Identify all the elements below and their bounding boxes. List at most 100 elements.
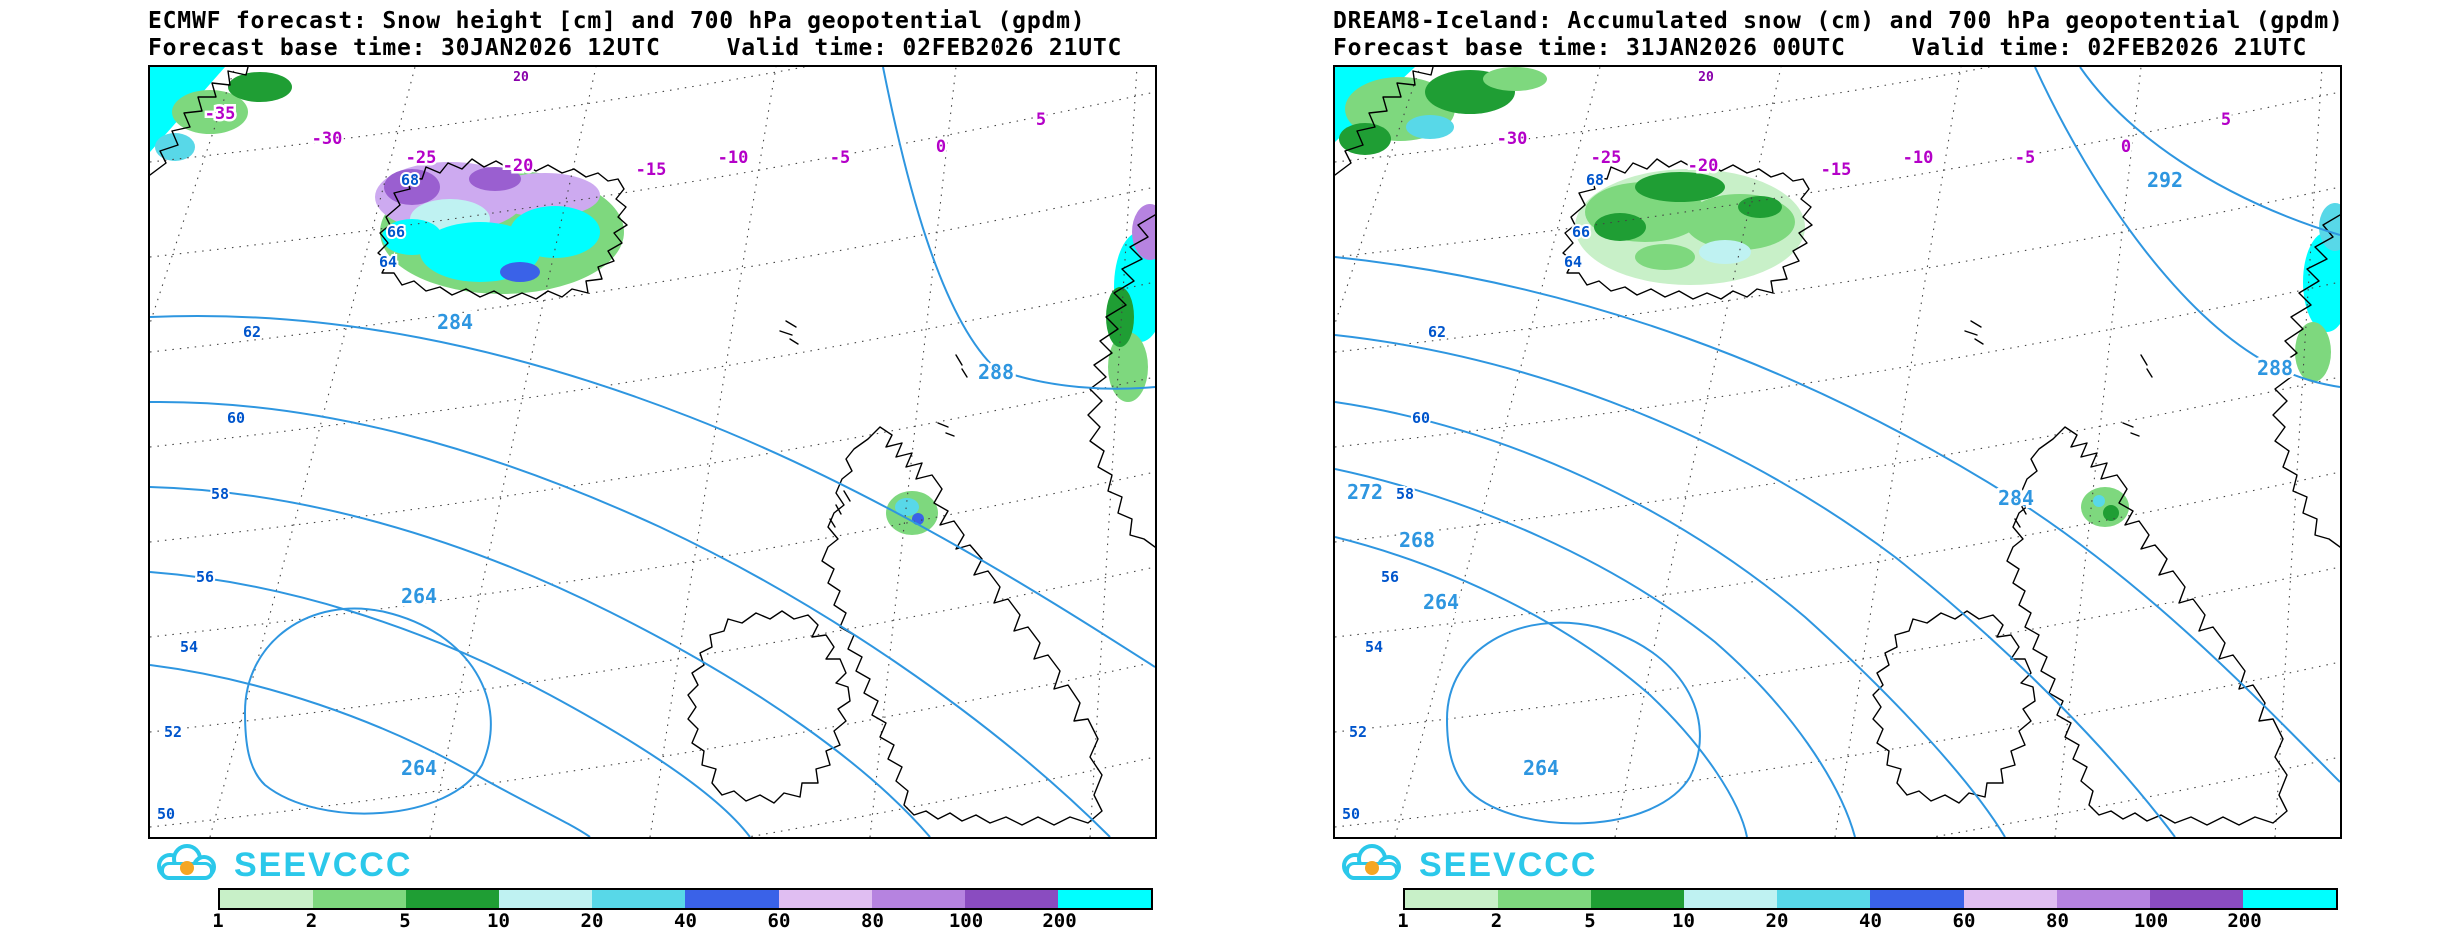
colorbar-tick: 10 — [487, 910, 510, 932]
map-labels: 284 288 264 264 -35 -30 -25 -20 -15 -10 -5 0 5 68 66 64… — [155, 70, 1049, 825]
latitude-label: 50 — [1342, 805, 1360, 823]
forecast-map-dream8: 292 288 284 272 268 264 264 -30 -25 -20 -15 -10 -5 0 5… — [1333, 65, 2342, 839]
colorbar-tick: 60 — [1952, 910, 1976, 932]
geopotential-contour-label: 264 — [401, 584, 437, 608]
longitude-label: 20 — [1698, 70, 1714, 85]
colorbar-tick: 2 — [1490, 910, 1503, 932]
colorbar-tick: 60 — [767, 910, 791, 932]
valid-time: Valid time: 02FEB2026 21UTC — [1911, 35, 2308, 61]
temperature-contour-label: -10 — [1903, 148, 1934, 168]
colorbar-tick: 20 — [580, 910, 604, 932]
colorbar-segment — [1405, 890, 1499, 908]
colorbar-tick: 40 — [1859, 910, 1882, 932]
colorbar-segment — [1498, 890, 1592, 908]
temperature-contour-label: -15 — [636, 160, 667, 180]
colorbar-segment — [778, 890, 872, 908]
seevccc-logo: SEEVCCC — [150, 844, 1157, 886]
colorbar-segment — [2149, 890, 2243, 908]
latitude-label: 56 — [196, 568, 214, 586]
latitude-label: 50 — [157, 805, 175, 823]
temperature-contour-label: -15 — [1821, 160, 1852, 180]
temperature-contour-label: -20 — [503, 156, 534, 176]
latitude-label: 52 — [1349, 723, 1367, 741]
colorbar-tick: 20 — [1765, 910, 1789, 932]
geopotential-contour-label: 272 — [1347, 480, 1383, 504]
geopotential-contour-label: 288 — [2257, 356, 2293, 380]
colorbar-segment — [313, 890, 407, 908]
snow-scale: 1 2 5 10 20 40 60 80 100 200 — [1397, 888, 2338, 932]
colorbar-tick: 1 — [1397, 910, 1409, 932]
geopotential-contour-label: 288 — [978, 360, 1014, 384]
latitude-label: 64 — [1564, 253, 1582, 271]
colorbar-segment — [685, 890, 779, 908]
colorbar-tick: 200 — [1042, 910, 1077, 932]
temperature-contour-label: 0 — [936, 137, 946, 157]
temperature-contour-label: 5 — [2221, 110, 2231, 130]
colorbar-segment — [871, 890, 965, 908]
geopotential-contour-label: 284 — [1998, 486, 2034, 510]
colorbar-segment — [1870, 890, 1964, 908]
colorbar-segment — [1057, 890, 1151, 908]
geopotential-contour-label: 292 — [2147, 168, 2183, 192]
temperature-contour-label: -5 — [830, 148, 850, 168]
seevccc-logo: SEEVCCC — [1335, 844, 2342, 886]
latitude-label: 58 — [1396, 485, 1414, 503]
colorbar-tick: 80 — [861, 910, 884, 932]
colorbar-segment — [964, 890, 1058, 908]
colorbar-tick: 1 — [212, 910, 224, 932]
colorbar-segment — [406, 890, 500, 908]
temperature-contour-label: 5 — [1036, 110, 1046, 130]
colorbar-segment — [2242, 890, 2336, 908]
seevccc-logo-text: SEEVCCC — [234, 845, 413, 884]
temperature-contour-label: -25 — [406, 148, 437, 168]
map-labels: 292 288 284 272 268 264 264 -30 -25 -20 -15 -10 -5 0 5… — [1340, 70, 2296, 825]
panel-title: DREAM8-Iceland: Accumulated snow (cm) an… — [1333, 8, 2344, 34]
colorbar-segment — [1684, 890, 1778, 908]
geopotential-contours — [1335, 67, 2340, 837]
valid-time: Valid time: 02FEB2026 21UTC — [726, 35, 1123, 61]
snow-colorbar-ticks: 1 2 5 10 20 40 60 80 100 200 — [212, 910, 1153, 932]
forecast-map-ecmwf: 284 288 264 264 -35 -30 -25 -20 -15 -10 -5 0 5 68 66 64… — [148, 65, 1157, 839]
geopotential-contour-label: 264 — [1523, 756, 1559, 780]
colorbar-tick: 80 — [2046, 910, 2069, 932]
temperature-contour-label: -30 — [312, 129, 343, 149]
panel-subtitle: Forecast base time: 30JAN2026 12UTC Vali… — [148, 35, 1157, 62]
panel-header: DREAM8-Iceland: Accumulated snow (cm) an… — [1333, 8, 2344, 62]
panel-header: ECMWF forecast: Snow height [cm] and 700… — [148, 8, 1157, 62]
colorbar-segment — [2056, 890, 2150, 908]
geopotential-contour-label: 268 — [1399, 528, 1435, 552]
snow-shading — [150, 67, 1155, 535]
forecast-base-time: Forecast base time: 31JAN2026 00UTC — [1333, 35, 1846, 61]
forecast-base-time: Forecast base time: 30JAN2026 12UTC — [148, 35, 661, 61]
latitude-label: 58 — [211, 485, 229, 503]
latitude-label: 62 — [243, 323, 261, 341]
seevccc-cloud-icon — [1342, 844, 1401, 880]
colorbar-tick: 2 — [305, 910, 318, 932]
colorbar-tick: 100 — [948, 910, 984, 932]
latitude-label: 52 — [164, 723, 182, 741]
panel-title: ECMWF forecast: Snow height [cm] and 700… — [148, 8, 1086, 34]
latitude-label: 54 — [180, 638, 198, 656]
geopotential-contours — [150, 67, 1155, 837]
seevccc-logo-text: SEEVCCC — [1419, 845, 1598, 884]
colorbar-segment — [592, 890, 686, 908]
latitude-label: 64 — [379, 253, 397, 271]
snow-colorbar — [1403, 888, 2338, 910]
temperature-contour-label: -10 — [718, 148, 749, 168]
temperature-contour-label: -25 — [1591, 148, 1622, 168]
latitude-label: 56 — [1381, 568, 1399, 586]
latitude-label: 62 — [1428, 323, 1446, 341]
colorbar-tick: 5 — [399, 910, 411, 932]
panel-subtitle: Forecast base time: 31JAN2026 00UTC Vali… — [1333, 35, 2342, 62]
longitude-label: 20 — [513, 70, 529, 85]
temperature-contour-label: -5 — [2015, 148, 2035, 168]
temperature-contour-label: 0 — [2121, 137, 2131, 157]
colorbar-segment — [1777, 890, 1871, 908]
colorbar-tick: 40 — [674, 910, 697, 932]
temperature-contour-label: -30 — [1497, 129, 1528, 149]
latitude-label: 66 — [387, 223, 405, 241]
temperature-contour-label: -20 — [1688, 156, 1719, 176]
snow-shading — [1335, 67, 2340, 527]
latitude-label: 54 — [1365, 638, 1383, 656]
colorbar-tick: 200 — [2227, 910, 2262, 932]
